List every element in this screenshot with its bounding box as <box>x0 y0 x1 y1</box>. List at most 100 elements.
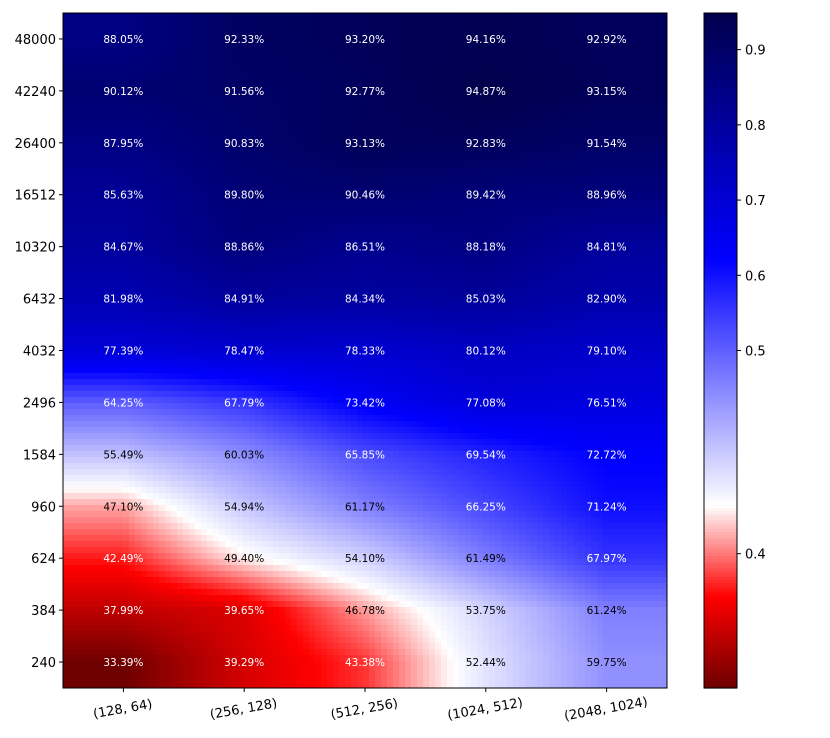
heat-tile <box>531 31 538 38</box>
heat-tile <box>447 37 454 44</box>
heat-tile <box>111 295 118 302</box>
heat-tile <box>135 25 142 32</box>
heat-tile <box>489 211 496 218</box>
heat-tile <box>639 163 646 170</box>
heat-tile <box>183 241 190 248</box>
heat-tile <box>441 301 448 308</box>
heat-tile <box>543 85 550 92</box>
heat-tile <box>153 139 160 146</box>
heat-tile <box>465 217 472 224</box>
heat-tile <box>81 229 88 236</box>
heat-tile <box>201 223 208 230</box>
heat-tile <box>465 169 472 176</box>
heat-tile <box>267 163 274 170</box>
heat-tile <box>123 181 130 188</box>
heat-tile <box>489 181 496 188</box>
heat-tile <box>579 97 586 104</box>
heat-tile <box>219 157 226 164</box>
heat-tile <box>189 61 196 68</box>
heat-tile <box>69 289 76 296</box>
heat-tile <box>273 31 280 38</box>
heat-tile <box>195 151 202 158</box>
heat-tile <box>291 127 298 134</box>
heat-tile <box>561 241 568 248</box>
heat-tile <box>351 187 358 194</box>
heat-tile <box>423 121 430 128</box>
heat-tile <box>303 241 310 248</box>
heat-tile <box>75 199 82 206</box>
heat-tile <box>411 217 418 224</box>
heat-tile <box>405 199 412 206</box>
heat-tile <box>267 181 274 188</box>
heat-tile <box>477 295 484 302</box>
heat-tile <box>555 13 562 20</box>
heat-tile <box>405 103 412 110</box>
heat-tile <box>261 97 268 104</box>
heat-tile <box>411 133 418 140</box>
heat-tile <box>99 49 106 56</box>
heat-tile <box>375 151 382 158</box>
heat-tile <box>627 55 634 62</box>
heat-tile <box>243 169 250 176</box>
heat-tile <box>603 145 610 152</box>
heat-tile <box>201 73 208 80</box>
heat-tile <box>507 73 514 80</box>
heat-tile <box>159 211 166 218</box>
heat-tile <box>279 181 286 188</box>
heat-tile <box>267 19 274 26</box>
heat-tile <box>441 127 448 134</box>
heat-tile <box>519 115 526 122</box>
heat-tile <box>243 253 250 260</box>
heat-tile <box>645 289 652 296</box>
heat-tile <box>273 115 280 122</box>
heat-tile <box>117 265 124 272</box>
heat-tile <box>417 229 424 236</box>
heat-tile <box>357 43 364 50</box>
heat-tile <box>369 31 376 38</box>
heat-tile <box>555 25 562 32</box>
heat-tile <box>249 127 256 134</box>
heat-tile <box>123 49 130 56</box>
heat-tile <box>489 13 496 20</box>
heat-tile <box>273 271 280 278</box>
heat-tile <box>651 31 658 38</box>
heat-tile <box>69 163 76 170</box>
heat-tile <box>663 247 667 254</box>
heat-tile <box>69 127 76 134</box>
heat-tile <box>519 121 526 128</box>
heat-tile <box>639 67 646 74</box>
heat-tile <box>135 181 142 188</box>
heat-tile <box>189 109 196 116</box>
heat-tile <box>471 25 478 32</box>
heat-tile <box>657 259 664 266</box>
heat-tile <box>249 109 256 116</box>
heat-tile <box>249 121 256 128</box>
heat-tile <box>129 295 136 302</box>
heat-tile <box>585 55 592 62</box>
heat-tile <box>627 205 634 212</box>
heat-tile <box>75 307 82 314</box>
heat-tile <box>219 31 226 38</box>
heat-tile <box>147 97 154 104</box>
heat-tile <box>225 247 232 254</box>
heat-tile <box>183 19 190 26</box>
heat-tile <box>483 13 490 20</box>
heat-tile <box>327 49 334 56</box>
heat-tile <box>111 91 118 98</box>
heat-tile <box>591 109 598 116</box>
heat-tile <box>603 301 610 308</box>
heat-tile <box>297 283 304 290</box>
heat-tile <box>477 61 484 68</box>
heat-tile <box>249 163 256 170</box>
heat-tile <box>309 211 316 218</box>
heat-tile <box>363 289 370 296</box>
heat-tile <box>645 151 652 158</box>
heat-tile <box>495 259 502 266</box>
heat-tile <box>81 223 88 230</box>
heat-tile <box>651 115 658 122</box>
heat-tile <box>165 49 172 56</box>
heat-tile <box>579 49 586 56</box>
heat-tile <box>567 31 574 38</box>
heat-tile <box>465 235 472 242</box>
heat-tile <box>501 163 508 170</box>
